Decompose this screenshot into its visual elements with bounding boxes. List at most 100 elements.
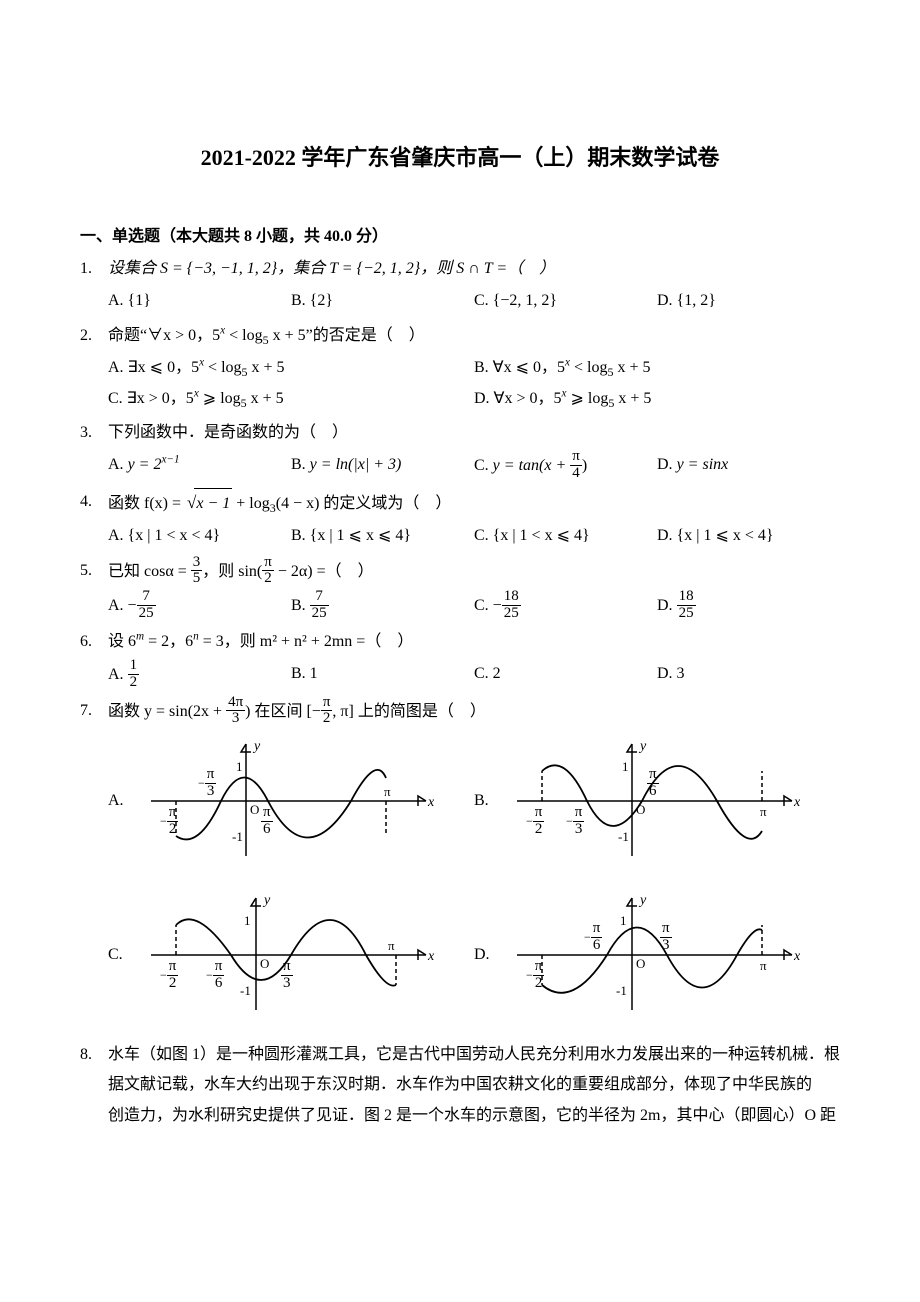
question-7: 7. 函数 y = sin(2x + 4π3) 在区间 [−π2, π] 上的简… bbox=[80, 696, 840, 1037]
graph-options: A. y x bbox=[108, 728, 840, 1036]
option-b: B. 1 bbox=[291, 659, 474, 692]
question-body: 设 6m = 2，6n = 3，则 m² + n² + 2mn =（ ） A. … bbox=[108, 627, 840, 692]
option-label: C. bbox=[108, 940, 136, 970]
option-d: D. ∀x > 0，5x ⩾ log5 x + 5 bbox=[474, 384, 840, 414]
svg-text:x: x bbox=[427, 949, 435, 964]
svg-text:y: y bbox=[638, 739, 647, 754]
svg-text:x: x bbox=[427, 795, 435, 810]
option-a: A. y x bbox=[108, 736, 474, 866]
svg-text:-1: -1 bbox=[618, 829, 629, 844]
option-c: C. y = tan(x + π4) bbox=[474, 450, 657, 483]
question-stem: 命题“∀x > 0，5x < log5 x + 5”的否定是（ ） bbox=[108, 321, 840, 351]
exam-page: 2021-2022 学年广东省肇庆市高一（上）期末数学试卷 一、单选题（本大题共… bbox=[0, 0, 920, 1302]
option-a: A. {1} bbox=[108, 286, 291, 316]
question-4: 4. 函数 f(x) = x − 1 + log3(4 − x) 的定义域为（ … bbox=[80, 487, 840, 552]
question-body: 水车（如图 1）是一种圆形灌溉工具，它是古代中国劳动人民充分利用水力发展出来的一… bbox=[108, 1040, 840, 1131]
graph-c: y x O 1 -1 π −π2 −π6 π3 bbox=[136, 890, 436, 1020]
option-b: B. y x bbox=[474, 736, 840, 866]
question-number: 6. bbox=[80, 627, 108, 692]
question-number: 1. bbox=[80, 254, 108, 317]
question-stem: 设集合 S = {−3, −1, 1, 2}，集合 T = {−2, 1, 2}… bbox=[108, 254, 840, 284]
option-b: B. 725 bbox=[291, 590, 474, 623]
question-line: 据文献记载，水车大约出现于东汉时期．水车作为中国农耕文化的重要组成部分，体现了中… bbox=[108, 1070, 840, 1100]
question-line: 创造力，为水利研究史提供了见证．图 2 是一个水车的示意图，它的半径为 2m，其… bbox=[108, 1101, 840, 1131]
option-c: C. 2 bbox=[474, 659, 657, 692]
option-d: D. y x bbox=[474, 890, 840, 1020]
graph-a: y x O 1 -1 π −π2 −π3 π6 bbox=[136, 736, 436, 866]
option-label: A. bbox=[108, 786, 136, 816]
svg-text:O: O bbox=[250, 802, 259, 817]
svg-text:-1: -1 bbox=[616, 983, 627, 998]
svg-text:1: 1 bbox=[236, 759, 243, 774]
svg-text:-1: -1 bbox=[240, 983, 251, 998]
svg-text:1: 1 bbox=[244, 913, 251, 928]
option-c: C. y x bbox=[108, 890, 474, 1020]
question-stem: 已知 cosα = 35，则 sin(π2 − 2α) =（ ） bbox=[108, 556, 840, 589]
option-d: D. 3 bbox=[657, 659, 840, 692]
option-c: C. −1825 bbox=[474, 590, 657, 623]
options: A. −725 B. 725 C. −1825 D. 1825 bbox=[108, 590, 840, 623]
option-b: B. ∀x ⩽ 0，5x < log5 x + 5 bbox=[474, 353, 840, 383]
svg-text:y: y bbox=[638, 893, 647, 908]
option-label: B. bbox=[474, 786, 502, 816]
question-number: 4. bbox=[80, 487, 108, 552]
svg-text:y: y bbox=[252, 739, 261, 754]
question-body: 设集合 S = {−3, −1, 1, 2}，集合 T = {−2, 1, 2}… bbox=[108, 254, 840, 317]
option-d: D. {x | 1 ⩽ x < 4} bbox=[657, 521, 840, 551]
question-5: 5. 已知 cosα = 35，则 sin(π2 − 2α) =（ ） A. −… bbox=[80, 556, 840, 623]
option-c: C. {x | 1 < x ⩽ 4} bbox=[474, 521, 657, 551]
svg-text:-1: -1 bbox=[232, 829, 243, 844]
svg-text:x: x bbox=[793, 795, 801, 810]
svg-text:π: π bbox=[760, 958, 767, 973]
option-a: A. −725 bbox=[108, 590, 291, 623]
question-8: 8. 水车（如图 1）是一种圆形灌溉工具，它是古代中国劳动人民充分利用水力发展出… bbox=[80, 1040, 840, 1131]
options: A. 12 B. 1 C. 2 D. 3 bbox=[108, 659, 840, 692]
options: A. y = 2x−1 B. y = ln(|x| + 3) C. y = ta… bbox=[108, 450, 840, 483]
svg-text:x: x bbox=[793, 949, 801, 964]
svg-text:π: π bbox=[760, 804, 767, 819]
graph-b: y x O 1 -1 π −π2 −π3 π6 bbox=[502, 736, 802, 866]
svg-text:O: O bbox=[636, 956, 645, 971]
svg-text:1: 1 bbox=[620, 913, 627, 928]
question-body: 下列函数中．是奇函数的为（ ） A. y = 2x−1 B. y = ln(|x… bbox=[108, 418, 840, 483]
svg-text:O: O bbox=[636, 802, 645, 817]
option-a: A. {x | 1 < x < 4} bbox=[108, 521, 291, 551]
question-line: 水车（如图 1）是一种圆形灌溉工具，它是古代中国劳动人民充分利用水力发展出来的一… bbox=[108, 1040, 840, 1070]
question-3: 3. 下列函数中．是奇函数的为（ ） A. y = 2x−1 B. y = ln… bbox=[80, 418, 840, 483]
option-a: A. 12 bbox=[108, 659, 291, 692]
graph-d: y x O 1 -1 π −π2 −π6 π3 bbox=[502, 890, 802, 1020]
question-body: 命题“∀x > 0，5x < log5 x + 5”的否定是（ ） A. ∃x … bbox=[108, 321, 840, 414]
question-2: 2. 命题“∀x > 0，5x < log5 x + 5”的否定是（ ） A. … bbox=[80, 321, 840, 414]
option-b: B. y = ln(|x| + 3) bbox=[291, 450, 474, 483]
question-number: 8. bbox=[80, 1040, 108, 1131]
options: A. ∃x ⩽ 0，5x < log5 x + 5 B. ∀x ⩽ 0，5x <… bbox=[108, 353, 840, 414]
question-body: 函数 y = sin(2x + 4π3) 在区间 [−π2, π] 上的简图是（… bbox=[108, 696, 840, 1037]
svg-text:O: O bbox=[260, 956, 269, 971]
question-body: 函数 f(x) = x − 1 + log3(4 − x) 的定义域为（ ） A… bbox=[108, 487, 840, 552]
question-number: 3. bbox=[80, 418, 108, 483]
question-stem: 下列函数中．是奇函数的为（ ） bbox=[108, 418, 840, 448]
page-title: 2021-2022 学年广东省肇庆市高一（上）期末数学试卷 bbox=[80, 140, 840, 172]
option-d: D. 1825 bbox=[657, 590, 840, 623]
question-number: 7. bbox=[80, 696, 108, 1037]
option-c: C. ∃x > 0，5x ⩾ log5 x + 5 bbox=[108, 384, 474, 414]
question-1: 1. 设集合 S = {−3, −1, 1, 2}，集合 T = {−2, 1,… bbox=[80, 254, 840, 317]
question-stem: 函数 f(x) = x − 1 + log3(4 − x) 的定义域为（ ） bbox=[108, 487, 840, 519]
question-body: 已知 cosα = 35，则 sin(π2 − 2α) =（ ） A. −725… bbox=[108, 556, 840, 623]
option-a: A. ∃x ⩽ 0，5x < log5 x + 5 bbox=[108, 353, 474, 383]
option-b: B. {x | 1 ⩽ x ⩽ 4} bbox=[291, 521, 474, 551]
option-a: A. y = 2x−1 bbox=[108, 450, 291, 483]
question-number: 5. bbox=[80, 556, 108, 623]
options: A. {x | 1 < x < 4} B. {x | 1 ⩽ x ⩽ 4} C.… bbox=[108, 521, 840, 551]
section-heading: 一、单选题（本大题共 8 小题，共 40.0 分） bbox=[80, 222, 840, 246]
question-6: 6. 设 6m = 2，6n = 3，则 m² + n² + 2mn =（ ） … bbox=[80, 627, 840, 692]
option-label: D. bbox=[474, 940, 502, 970]
options: A. {1} B. {2} C. {−2, 1, 2} D. {1, 2} bbox=[108, 286, 840, 316]
question-number: 2. bbox=[80, 321, 108, 414]
option-b: B. {2} bbox=[291, 286, 474, 316]
question-stem: 设 6m = 2，6n = 3，则 m² + n² + 2mn =（ ） bbox=[108, 627, 840, 657]
svg-text:y: y bbox=[262, 893, 271, 908]
question-stem: 函数 y = sin(2x + 4π3) 在区间 [−π2, π] 上的简图是（… bbox=[108, 696, 840, 729]
option-c: C. {−2, 1, 2} bbox=[474, 286, 657, 316]
option-d: D. {1, 2} bbox=[657, 286, 840, 316]
